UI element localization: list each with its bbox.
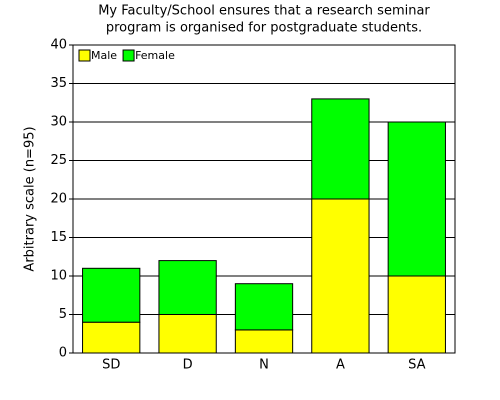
legend-swatch xyxy=(78,49,91,62)
bar-segment xyxy=(82,267,141,323)
y-tick-label: 10 xyxy=(50,269,67,284)
bar-segment xyxy=(387,121,446,277)
y-tick-label: 25 xyxy=(50,153,67,168)
y-tick-label: 35 xyxy=(50,76,67,91)
x-tick-label: SA xyxy=(408,358,425,373)
y-tick-label: 40 xyxy=(50,38,67,53)
y-tick-label: 0 xyxy=(59,346,67,361)
plot-frame xyxy=(72,44,456,354)
bar-segment xyxy=(387,275,446,354)
legend-label: Female xyxy=(135,49,175,62)
y-tick-label: 5 xyxy=(59,307,67,322)
x-tick-label: D xyxy=(183,358,193,373)
y-tick-label: 20 xyxy=(50,192,67,207)
y-axis-label: Arbitrary scale (n=95) xyxy=(23,126,38,271)
chart-title: My Faculty/School ensures that a researc… xyxy=(98,4,430,19)
chart-title: program is organised for postgraduate st… xyxy=(106,21,422,36)
x-tick-label: N xyxy=(259,358,269,373)
legend-label: Male xyxy=(91,49,117,62)
y-tick-label: 15 xyxy=(50,230,67,245)
bar-segment xyxy=(234,283,294,331)
bar-segment xyxy=(82,321,141,354)
x-tick-label: A xyxy=(336,358,345,373)
bar-segment xyxy=(158,314,217,354)
bar-segment xyxy=(158,260,217,316)
bar-segment xyxy=(311,198,370,354)
x-tick-label: SD xyxy=(102,358,120,373)
legend: Male Female xyxy=(78,49,175,62)
legend-swatch xyxy=(122,49,135,62)
bar-segment xyxy=(234,329,294,354)
bar-segment xyxy=(311,98,370,200)
y-tick-label: 30 xyxy=(50,115,67,130)
